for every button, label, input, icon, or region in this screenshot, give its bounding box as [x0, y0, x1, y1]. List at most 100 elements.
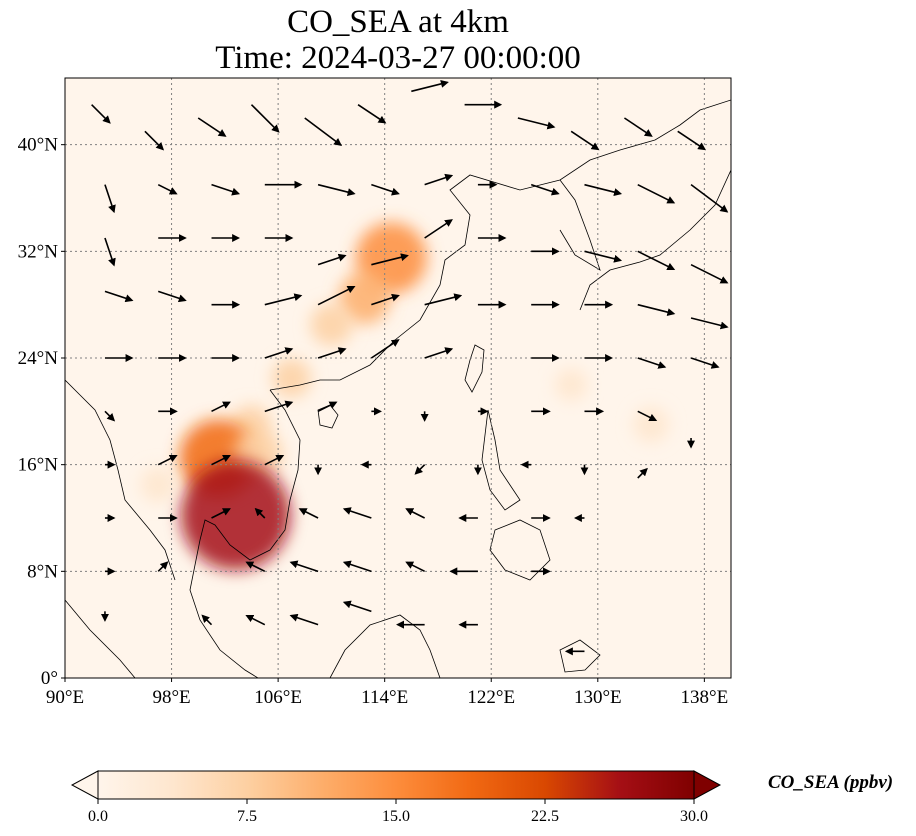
- wind-vector-arrow: [414, 464, 426, 475]
- wind-vector-arrow: [264, 400, 294, 413]
- x-tick-label: 138°E: [681, 687, 729, 708]
- wind-vector-arrow: [371, 183, 400, 196]
- wind-vector-arrow: [264, 347, 294, 359]
- wind-vector-arrow: [104, 290, 134, 303]
- wind-vector-arrow: [637, 250, 676, 271]
- wind-vector-arrow: [405, 508, 425, 519]
- coastline-myanmar: [65, 379, 176, 581]
- colorbar-extend-high-triangle: [693, 770, 722, 800]
- colorbar-label: CO_SEA (ppbv): [768, 772, 893, 793]
- wind-vector-arrow: [157, 183, 178, 195]
- wind-vector-arrow: [570, 130, 600, 151]
- wind-vector-arrow: [371, 253, 409, 266]
- wind-vector-arrow: [690, 357, 720, 369]
- y-tick-label: 8°N: [27, 561, 58, 582]
- wind-vector-arrow: [157, 454, 178, 466]
- coastline-taiwan: [464, 344, 485, 393]
- wind-vector-arrow: [530, 183, 560, 196]
- y-tick-label: 0°: [41, 668, 58, 689]
- wind-vector-arrow: [211, 508, 231, 519]
- wind-vector-arrow: [371, 293, 400, 306]
- wind-vector-arrow: [104, 237, 116, 267]
- wind-vector-arrow: [637, 357, 667, 369]
- colorbar-tick-label: 22.5: [531, 808, 559, 825]
- wind-vector-arrow: [584, 250, 623, 263]
- y-tick-label: 40°N: [18, 135, 59, 156]
- wind-vector-arrow: [197, 117, 227, 137]
- gridlines: [65, 78, 731, 678]
- co-plume: [633, 406, 670, 443]
- x-tick-label: 106°E: [254, 687, 302, 708]
- map-background: [65, 78, 731, 678]
- co-plume: [338, 272, 391, 324]
- wind-vector-arrow: [144, 130, 165, 151]
- wind-vector-arrow: [411, 80, 449, 93]
- wind-vector-arrow: [690, 317, 729, 330]
- map-area: [65, 78, 731, 678]
- wind-vector-arrow: [157, 561, 169, 572]
- wind-vector-arrow: [342, 507, 372, 519]
- wind-vector-arrow: [584, 183, 623, 196]
- colorbar-ticks: 0.0 7.5 15.0 22.5 30.0: [88, 799, 708, 825]
- wind-vector-arrow: [104, 184, 116, 214]
- wind-vector-arrow: [424, 347, 454, 359]
- wind-vector-arrow: [298, 508, 319, 519]
- wind-vector-arrow: [264, 454, 285, 466]
- x-tick-label: 122°E: [467, 687, 515, 708]
- wind-vector-arrow: [637, 410, 658, 422]
- x-tick-label: 90°E: [46, 687, 84, 708]
- wind-vector-arrow: [104, 410, 116, 422]
- map-title: CO_SEA at 4km: [287, 4, 509, 40]
- wind-vector-arrow: [317, 183, 356, 196]
- coastline-korea: [559, 179, 601, 271]
- wind-vector-arrow: [637, 183, 676, 204]
- coastline-borneo: [329, 614, 441, 678]
- wind-vector-arrow: [405, 561, 425, 573]
- co-plume: [140, 466, 177, 503]
- wind-vector-arrow: [424, 173, 454, 186]
- longitude-tick-labels: 90°E 98°E 106°E 114°E 122°E 130°E 138°E: [46, 678, 728, 708]
- wind-vector-arrow: [264, 293, 303, 306]
- wind-vectors: [91, 80, 729, 656]
- wind-vector-arrow: [317, 347, 347, 359]
- wind-vector-arrow: [201, 614, 213, 626]
- colorbar-tick-label: 7.5: [237, 808, 257, 825]
- wind-vector-arrow: [211, 401, 231, 413]
- y-tick-label: 24°N: [18, 348, 59, 369]
- coastline-sulawesi: [559, 639, 601, 673]
- co-plume: [180, 460, 291, 571]
- wind-vector-arrow: [211, 454, 231, 466]
- wind-vector-arrow: [304, 117, 343, 146]
- colorbar-gradient: [98, 771, 694, 799]
- x-tick-label: 114°E: [361, 687, 408, 708]
- wind-vector-arrow: [357, 104, 387, 124]
- wind-vector-arrow: [211, 183, 241, 196]
- latitude-tick-labels: 0° 8°N 16°N 24°N 32°N 40°N: [18, 135, 65, 689]
- wind-vector-arrow: [317, 285, 356, 306]
- coastline-china: [269, 99, 731, 391]
- wind-vector-arrow: [677, 130, 707, 151]
- wind-vector-arrow: [289, 613, 319, 626]
- map-frame: [64, 77, 732, 679]
- wind-vector-arrow: [245, 614, 266, 626]
- coastlines: [65, 99, 731, 678]
- wind-vector-arrow: [317, 401, 338, 413]
- colorbar-tick-label: 0.0: [88, 808, 108, 825]
- x-tick-label: 130°E: [574, 687, 622, 708]
- y-tick-label: 32°N: [18, 241, 59, 262]
- wind-vector-arrow: [637, 467, 648, 479]
- wind-vector-arrow: [254, 507, 266, 519]
- wind-vector-arrow: [623, 117, 653, 137]
- wind-vector-arrow: [424, 293, 463, 306]
- wind-vector-arrow: [157, 290, 187, 303]
- colorbar: 0.0 7.5 15.0 22.5 30.0 CO_SEA (ppbv): [70, 770, 893, 825]
- wind-vector-arrow: [317, 253, 347, 266]
- coastline-indochina: [189, 389, 301, 678]
- map-subtitle-time: Time: 2024-03-27 00:00:00: [215, 40, 581, 76]
- coastline-mindanao: [489, 519, 551, 581]
- wind-vector-arrow: [517, 117, 556, 130]
- colorbar-tick-label: 30.0: [680, 808, 708, 825]
- wind-vector-arrow: [424, 219, 453, 239]
- wind-vector-arrow: [250, 104, 280, 133]
